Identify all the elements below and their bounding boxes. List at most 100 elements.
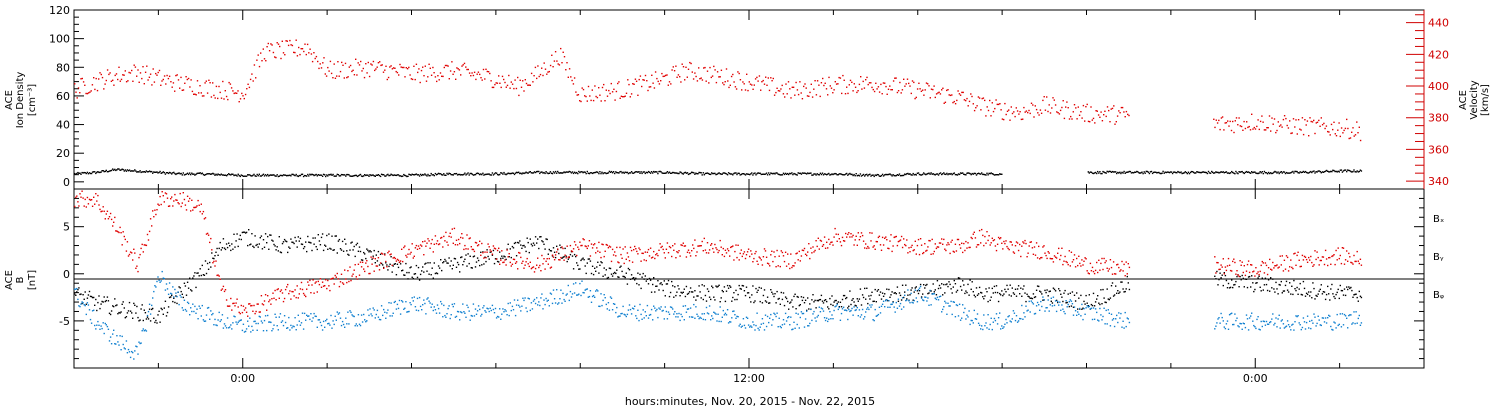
velocity-series-point <box>877 86 880 88</box>
by-series-point <box>1218 317 1220 319</box>
bz-series-point <box>159 195 161 198</box>
velocity-series-point <box>857 90 859 92</box>
bx-series-point <box>1262 289 1264 291</box>
bx-series-point <box>156 322 158 324</box>
bx-series-point <box>533 244 536 246</box>
density-series-point <box>403 173 405 176</box>
bz-series-point <box>511 263 514 265</box>
velocity-series-point <box>847 92 849 95</box>
by-series-point <box>345 317 347 319</box>
density-series-point <box>553 172 556 174</box>
velocity-series-point <box>476 73 478 75</box>
density-series-point <box>800 173 803 175</box>
density-series-point <box>378 174 381 177</box>
bx-series-point <box>735 289 737 292</box>
velocity-series-point <box>134 66 137 68</box>
by-series-point <box>1244 326 1247 329</box>
by-series-point <box>425 313 427 315</box>
density-series-point <box>819 172 822 174</box>
density-series-point <box>463 173 465 176</box>
density-series-point <box>251 175 253 177</box>
density-series-point <box>964 173 966 176</box>
by-series-point <box>680 313 682 316</box>
by-series-point <box>544 303 546 306</box>
by-series-point <box>961 317 963 319</box>
bx-series-point <box>259 237 261 239</box>
density-series-point <box>561 172 563 174</box>
by-series-point <box>672 308 674 310</box>
velocity-series-point <box>761 81 763 83</box>
density-series-point <box>592 172 595 174</box>
by-series-point <box>1039 309 1041 311</box>
density-series-point <box>919 174 922 176</box>
bz-series-point <box>468 237 470 240</box>
bx-series-point <box>973 294 975 296</box>
data-layer <box>74 39 1363 360</box>
velocity-series-point <box>1120 106 1123 109</box>
velocity-series-point <box>922 89 924 91</box>
density-series-point <box>650 171 653 173</box>
density-series-point <box>307 173 309 176</box>
bz-series-point <box>213 260 215 263</box>
density-series-point <box>411 173 413 175</box>
density-series-point <box>91 171 94 173</box>
velocity-series-point <box>1084 120 1086 122</box>
velocity-series-point <box>738 72 740 75</box>
bx-series-point <box>622 275 624 278</box>
by-series-point <box>714 312 716 314</box>
bx-series-point <box>373 249 375 252</box>
density-series-point <box>910 174 912 176</box>
bx-series-point <box>926 283 928 286</box>
bx-series-point <box>830 303 832 306</box>
velocity-series-point <box>811 96 814 98</box>
density-series-point <box>1264 172 1267 174</box>
velocity-series-point <box>122 74 124 76</box>
density-series-point <box>1273 171 1275 173</box>
by-series-point <box>99 328 101 330</box>
density-series-point <box>142 171 144 173</box>
velocity-series-point <box>210 96 213 98</box>
by-series-point <box>213 324 215 326</box>
bx-series-point <box>904 291 906 293</box>
by-series-point <box>1099 307 1101 310</box>
bx-series-point <box>607 276 610 279</box>
velocity-series-point <box>1354 134 1357 136</box>
velocity-series-point <box>601 86 604 89</box>
velocity-series-point <box>146 65 148 67</box>
velocity-series-point <box>1020 118 1023 121</box>
density-series-point <box>328 173 330 176</box>
bx-series-point <box>1088 294 1090 296</box>
bx-series-point <box>504 256 506 258</box>
by-series-point <box>374 317 376 319</box>
velocity-series-point <box>830 87 833 89</box>
bx-series-point <box>1318 290 1320 292</box>
density-series-point <box>804 172 807 175</box>
plasma-panel-frame <box>73 9 1425 190</box>
velocity-series-point <box>992 110 995 113</box>
bx-series-point <box>1115 285 1117 287</box>
bx-series-point <box>776 290 778 293</box>
bx-series-point <box>1351 289 1353 292</box>
bz-series-point <box>172 205 174 207</box>
by-series-point <box>449 317 451 320</box>
bx-series-point <box>1105 301 1107 304</box>
density-series-point <box>533 171 536 173</box>
velocity-series-point <box>715 81 718 84</box>
bx-series-point <box>453 257 456 260</box>
density-series-point <box>885 173 887 176</box>
bx-series-point <box>964 292 966 295</box>
velocity-series-point <box>196 80 199 82</box>
by-series-point <box>642 309 644 311</box>
density-series-point <box>589 172 592 174</box>
velocity-series-point <box>997 103 1000 106</box>
density-series-point <box>204 174 207 176</box>
velocity-series-point <box>904 85 906 87</box>
bx-series-point <box>1008 294 1010 296</box>
density-series-point <box>1327 170 1329 172</box>
bx-series-point <box>642 272 644 275</box>
velocity-series-point <box>689 61 691 64</box>
velocity-series-point <box>1087 120 1090 123</box>
density-series-point <box>636 171 638 173</box>
density-series-point <box>797 172 799 174</box>
bx-series-point <box>606 277 608 279</box>
